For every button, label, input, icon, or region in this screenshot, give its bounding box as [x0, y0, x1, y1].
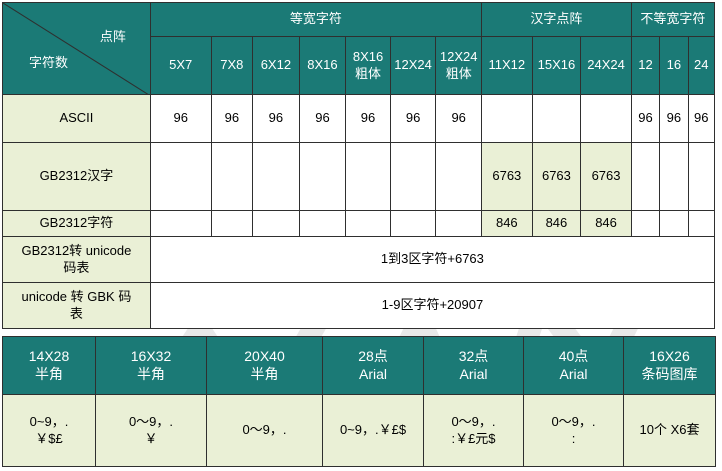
column-header: 8X16 粗体: [345, 36, 391, 95]
table-cell: [687, 210, 716, 237]
table-cell: 96: [630, 94, 661, 143]
column-header: 15X16: [531, 36, 582, 95]
column-header: 24X24: [580, 36, 632, 95]
table-cell: [149, 142, 212, 211]
supported-chars-cell: 0～9，. :￥£元$: [423, 394, 524, 467]
supported-chars-cell: 0~9，. ￥$£: [2, 394, 96, 467]
table-cell: [298, 142, 347, 211]
group-header-monospace: 等宽字符: [149, 2, 483, 37]
span-row-label: unicode 转 GBK 码 表: [2, 282, 151, 329]
supported-chars-cell: 0～9，. :: [523, 394, 624, 467]
font-size-header: 16X32 半角: [95, 336, 207, 395]
font-size-header: 28点 Arial: [322, 336, 424, 395]
table-cell: 96: [210, 94, 254, 143]
table-cell: [345, 142, 391, 211]
table-cell: 846: [531, 210, 582, 237]
large-font-table: 14X28 半角 16X32 半角 20X40 半角 28点 Arial 32点 Ari…: [2, 336, 716, 467]
supported-chars-cell: 0～9，.: [206, 394, 323, 467]
table-cell: [252, 210, 300, 237]
table-cell: [252, 142, 300, 211]
table-cell: [435, 142, 483, 211]
corner-top-label: 点阵: [99, 29, 126, 44]
column-header: 11X12: [481, 36, 533, 95]
column-header: 8X16: [298, 36, 347, 95]
column-header: 12X24: [389, 36, 437, 95]
table-cell: [580, 94, 632, 143]
supported-chars-cell: 0~9，.￥£$: [322, 394, 424, 467]
corner-header-cell: 点阵 字符数: [2, 2, 151, 95]
font-size-header: 32点 Arial: [423, 336, 524, 395]
table-cell: [659, 142, 689, 211]
column-header: 6X12: [252, 36, 300, 95]
table-cell: [687, 142, 716, 211]
table-cell: 846: [580, 210, 632, 237]
row-label: GB2312字符: [2, 210, 151, 237]
table-cell: 96: [389, 94, 437, 143]
table-cell: 6763: [531, 142, 582, 211]
table-cell: 96: [659, 94, 689, 143]
font-matrix-table: 点阵 字符数 等宽字符 汉字点阵 不等宽字符 5X7 7X8 6X12 8X16 8X1…: [2, 2, 716, 329]
diagonal-line: [3, 3, 148, 94]
table-cell: [435, 210, 483, 237]
group-header-hanzi: 汉字点阵: [481, 2, 632, 37]
column-header: 7X8: [210, 36, 254, 95]
span-row-value: 1-9区字符+20907: [149, 282, 716, 329]
span-row-value: 1到3区字符+6763: [149, 236, 716, 283]
table-cell: [630, 142, 661, 211]
table-cell: 6763: [481, 142, 533, 211]
table-cell: 96: [435, 94, 483, 143]
table-cell: [389, 210, 437, 237]
column-header: 12: [630, 36, 661, 95]
font-size-header: 14X28 半角: [2, 336, 96, 395]
corner-bottom-label: 字符数: [29, 55, 69, 70]
font-size-header: 16X26 条码图库: [623, 336, 716, 395]
row-label: GB2312汉字: [2, 142, 151, 211]
table-cell: [659, 210, 689, 237]
span-row-label: GB2312转 unicode 码表: [2, 236, 151, 283]
table-cell: [210, 210, 254, 237]
row-label: ASCII: [2, 94, 151, 143]
table-cell: [149, 210, 212, 237]
table-cell: 96: [345, 94, 391, 143]
table-cell: [345, 210, 391, 237]
table-cell: [210, 142, 254, 211]
table-cell: 96: [252, 94, 300, 143]
font-size-header: 20X40 半角: [206, 336, 323, 395]
supported-chars-cell: 0～9，. ￥: [95, 394, 207, 467]
table-cell: 96: [149, 94, 212, 143]
column-header: 24: [687, 36, 716, 95]
table-cell: [481, 94, 533, 143]
table-cell: 6763: [580, 142, 632, 211]
font-size-header: 40点 Arial: [523, 336, 624, 395]
table-cell: [298, 210, 347, 237]
supported-chars-cell: 10个 X6套: [623, 394, 716, 467]
table-cell: 96: [298, 94, 347, 143]
column-header: 16: [659, 36, 689, 95]
table-cell: [389, 142, 437, 211]
table-cell: 96: [687, 94, 716, 143]
table-cell: [630, 210, 661, 237]
column-header: 12X24 粗体: [435, 36, 483, 95]
column-header: 5X7: [149, 36, 212, 95]
table-cell: 846: [481, 210, 533, 237]
table-cell: [531, 94, 582, 143]
group-header-proportional: 不等宽字符: [630, 2, 716, 37]
